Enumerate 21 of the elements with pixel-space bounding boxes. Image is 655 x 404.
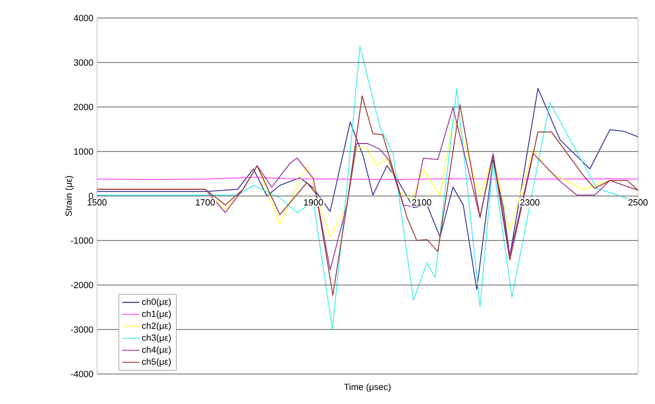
y-tick-label: -2000 (70, 282, 94, 288)
x-tick-label: 1700 (196, 199, 215, 206)
x-tick-label: 2300 (520, 199, 540, 206)
legend-label: ch4(με) (142, 346, 171, 355)
y-tick-label: -1000 (70, 237, 94, 244)
legend-label: ch5(με) (142, 358, 171, 367)
legend-label: ch0(με) (142, 298, 171, 307)
y-tick-label: 3000 (74, 59, 94, 66)
y-tick-label: 1000 (74, 148, 94, 155)
y-tick-label: 2000 (74, 104, 94, 110)
legend-label: ch3(με) (142, 334, 171, 343)
y-tick-label: 0 (88, 192, 94, 200)
y-tick-label: 4000 (74, 14, 94, 22)
legend-label: ch2(με) (142, 322, 171, 331)
x-axis-title: Time (μsec) (344, 383, 391, 392)
y-axis-title: Strain (με) (65, 176, 74, 216)
y-tick-label: -4000 (70, 370, 94, 378)
y-tick-label: -3000 (70, 326, 94, 333)
x-tick-label: 1500 (88, 199, 107, 206)
x-tick-label: 2100 (412, 199, 432, 206)
legend-label: ch1(με) (142, 310, 171, 319)
